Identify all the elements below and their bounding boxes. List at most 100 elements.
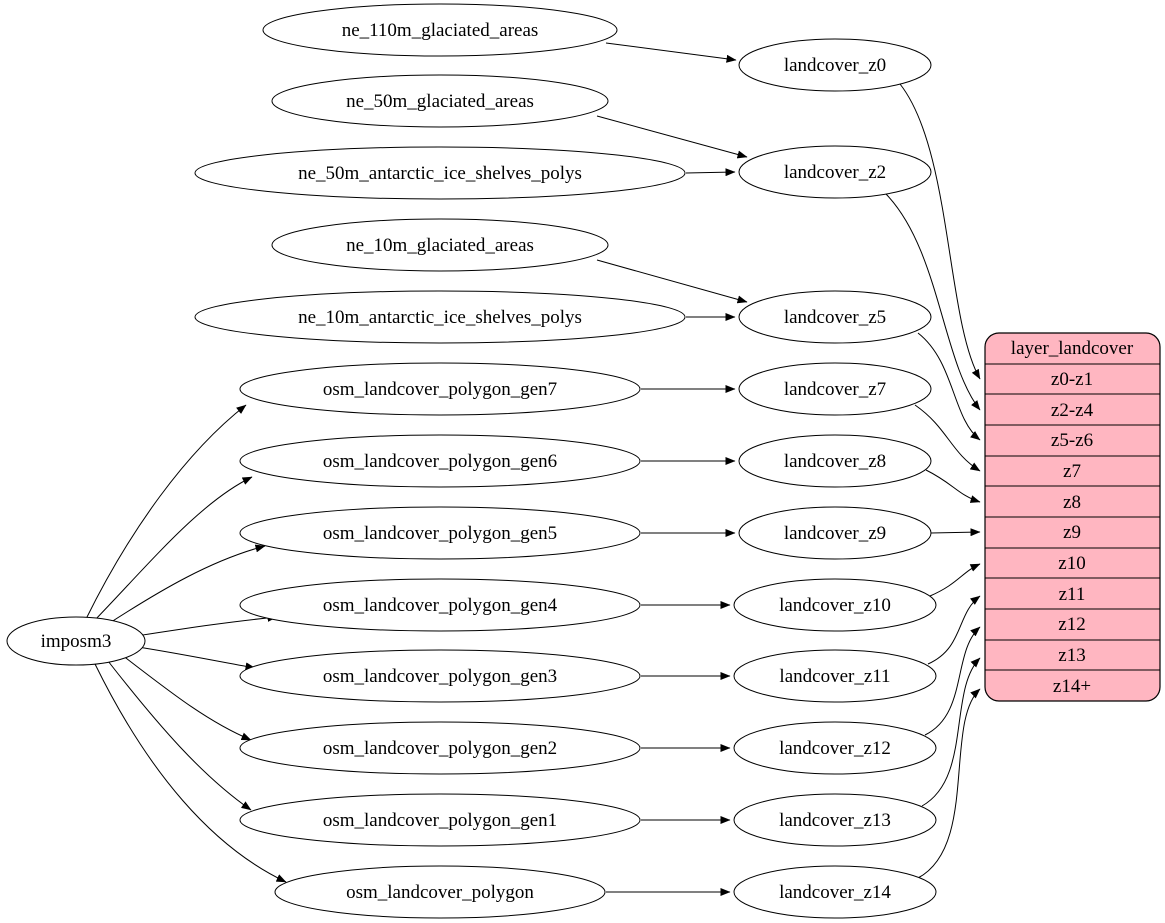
node-label: landcover_z11 [779, 666, 890, 687]
node-shape [239, 649, 641, 703]
node-shape [239, 793, 641, 847]
edge-z11-row [927, 595, 981, 665]
edge-z8-row [925, 469, 981, 503]
node-label: osm_landcover_polygon_gen5 [323, 523, 557, 544]
node-label: landcover_z7 [784, 379, 886, 400]
node-label: landcover_z9 [784, 523, 886, 544]
node-shape [262, 3, 618, 57]
node-shape [738, 506, 932, 560]
node-label: landcover_z8 [784, 451, 886, 472]
node-shape [239, 721, 641, 775]
node-label: osm_landcover_polygon_gen7 [323, 379, 557, 400]
node-label: ne_50m_antarctic_ice_shelves_polys [298, 163, 582, 184]
node-landcover-z11: landcover_z11 [733, 649, 937, 703]
edge-z10-row [929, 563, 981, 597]
node-osm-landcover-polygon-gen7: osm_landcover_polygon_gen7 [239, 362, 641, 416]
node-landcover-z0: landcover_z0 [738, 38, 932, 92]
edge-z2-row [885, 193, 981, 411]
node-osm-landcover-polygon: osm_landcover_polygon [274, 865, 606, 919]
node-landcover-z7: landcover_z7 [738, 362, 932, 416]
node-label: landcover_z14 [779, 882, 891, 903]
node-landcover-z9: landcover_z9 [738, 506, 932, 560]
record-row-z0-z1: z0-z1 [1051, 369, 1093, 390]
node-landcover-z5: landcover_z5 [738, 290, 932, 344]
edge-z7-row [914, 404, 981, 472]
edge-ne50m-glac-z2 [596, 115, 748, 159]
node-label: osm_landcover_polygon_gen3 [323, 666, 557, 687]
node-label: landcover_z10 [779, 595, 891, 616]
node-ne-50m-antarctic-ice-shelves-polys: ne_50m_antarctic_ice_shelves_polys [194, 146, 686, 200]
record-row-z12: z12 [1058, 614, 1085, 635]
node-shape [733, 649, 937, 703]
node-layer-landcover-record: layer_landcover z0-z1 z2-z4 z5-z6 z7 z8 … [984, 332, 1161, 702]
node-shape [239, 434, 641, 488]
node-shape [733, 578, 937, 632]
node-label: ne_50m_glaciated_areas [346, 91, 534, 112]
record-row-z7: z7 [1063, 461, 1081, 482]
edge-imposm3-gen3 [137, 646, 256, 671]
edge-imposm3-gen2 [121, 654, 252, 741]
node-osm-landcover-polygon-gen2: osm_landcover_polygon_gen2 [239, 721, 641, 775]
node-shape [239, 578, 641, 632]
node-shape [738, 434, 932, 488]
node-landcover-z10: landcover_z10 [733, 578, 937, 632]
record-row-z13: z13 [1058, 645, 1085, 666]
node-ne-50m-glaciated-areas: ne_50m_glaciated_areas [271, 74, 609, 128]
record-row-z11: z11 [1059, 584, 1086, 605]
edge-imposm3-polygon [94, 663, 287, 883]
edge-imposm3-gen5 [104, 544, 266, 627]
record-row-z10: z10 [1058, 553, 1085, 574]
node-ne-10m-glaciated-areas: ne_10m_glaciated_areas [271, 218, 609, 272]
node-landcover-z13: landcover_z13 [733, 793, 937, 847]
node-shape [733, 721, 937, 775]
node-shape [733, 865, 937, 919]
node-osm-landcover-polygon-gen3: osm_landcover_polygon_gen3 [239, 649, 641, 703]
edge-ne10m-glac-z5 [596, 259, 748, 304]
node-ne-10m-antarctic-ice-shelves-polys: ne_10m_antarctic_ice_shelves_polys [194, 290, 686, 344]
node-shape [738, 145, 932, 199]
record-row-z8: z8 [1063, 492, 1081, 513]
edge-imposm3-gen4 [135, 613, 278, 637]
edge-z9-row [930, 528, 981, 537]
node-shape [194, 146, 686, 200]
node-label: landcover_z12 [779, 738, 891, 759]
node-landcover-z14: landcover_z14 [733, 865, 937, 919]
edge-z0-row [899, 83, 981, 380]
node-label: landcover_z2 [784, 162, 886, 183]
record-title: layer_landcover [1011, 338, 1134, 359]
node-shape [274, 865, 606, 919]
node-label: osm_landcover_polygon_gen6 [323, 451, 557, 472]
node-label: landcover_z5 [784, 307, 886, 328]
edge-imposm3-gen6 [93, 476, 253, 622]
node-label: ne_110m_glaciated_areas [342, 20, 539, 41]
node-landcover-z2: landcover_z2 [738, 145, 932, 199]
node-shape [738, 362, 932, 416]
edge-imposm3-gen1 [107, 660, 252, 811]
node-osm-landcover-polygon-gen6: osm_landcover_polygon_gen6 [239, 434, 641, 488]
node-label: ne_10m_glaciated_areas [346, 235, 534, 256]
record-row-z2-z4: z2-z4 [1051, 400, 1094, 421]
node-shape [194, 290, 686, 344]
node-imposm3-shape [6, 616, 146, 666]
node-label: osm_landcover_polygon_gen1 [323, 810, 557, 831]
edge-ne110m-z0 [605, 42, 737, 63]
node-shape [738, 290, 932, 344]
node-shape [239, 362, 641, 416]
node-shape [738, 38, 932, 92]
edge-z12-row [924, 626, 981, 736]
edge-z13-row [921, 657, 981, 807]
node-landcover-z12: landcover_z12 [733, 721, 937, 775]
node-osm-landcover-polygon-gen1: osm_landcover_polygon_gen1 [239, 793, 641, 847]
edge-layer [85, 42, 981, 896]
node-label: landcover_z13 [779, 810, 891, 831]
node-label: osm_landcover_polygon [346, 882, 534, 903]
record-row-z9: z9 [1063, 522, 1081, 543]
node-label: landcover_z0 [784, 55, 886, 76]
node-osm-landcover-polygon-gen4: osm_landcover_polygon_gen4 [239, 578, 641, 632]
node-imposm3-label: imposm3 [41, 631, 112, 652]
node-label: ne_10m_antarctic_ice_shelves_polys [298, 307, 582, 328]
node-imposm3: imposm3 [6, 616, 146, 666]
record-row-z5-z6: z5-z6 [1051, 430, 1093, 451]
